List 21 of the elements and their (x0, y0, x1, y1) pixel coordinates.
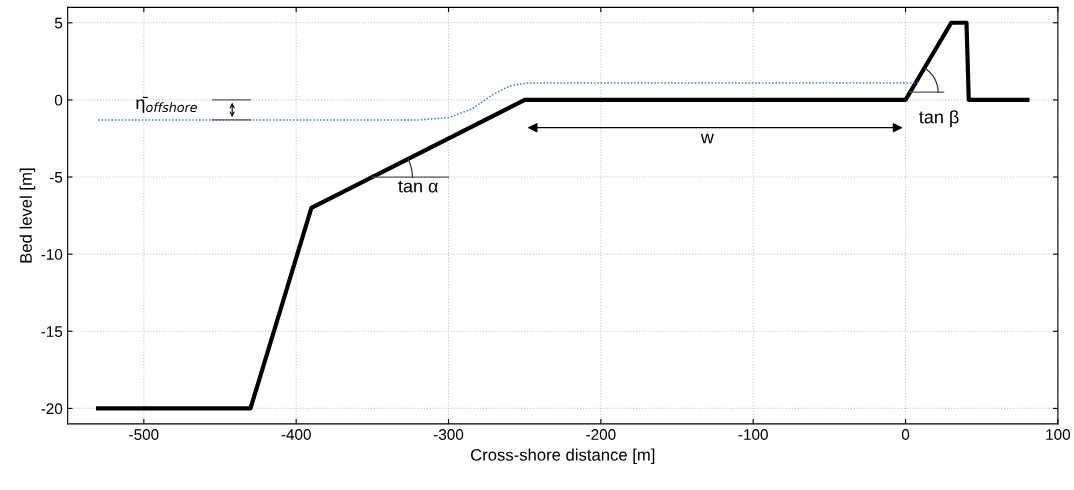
annotation: tan β (919, 110, 959, 127)
x-tick-label: -100 (738, 429, 768, 440)
line-series (97, 82, 921, 121)
y-tick-label: -20 (41, 403, 63, 415)
annotation: η̄$_{offshore}$ (136, 96, 197, 113)
x-tick-label: 0 (901, 429, 910, 440)
x-tick-label: -500 (129, 429, 159, 440)
x-tick-label: 100 (1046, 429, 1071, 440)
x-tick-label: -400 (281, 429, 311, 440)
y-tick-label: 5 (54, 17, 63, 29)
line-series (96, 20, 1030, 411)
y-tick-label: 0 (54, 94, 63, 106)
y-tick-label: -15 (41, 326, 63, 337)
x-axis-title: Cross-shore distance [m] (471, 448, 655, 465)
annotation: w (700, 133, 714, 144)
x-tick-label: -300 (433, 429, 464, 440)
y-axis-title: Bed level [m] (19, 168, 36, 263)
y-tick-label: -5 (49, 172, 63, 183)
annotation: tan α (398, 180, 438, 193)
x-tick-label: -200 (586, 429, 616, 440)
y-tick-label: -10 (41, 249, 63, 260)
